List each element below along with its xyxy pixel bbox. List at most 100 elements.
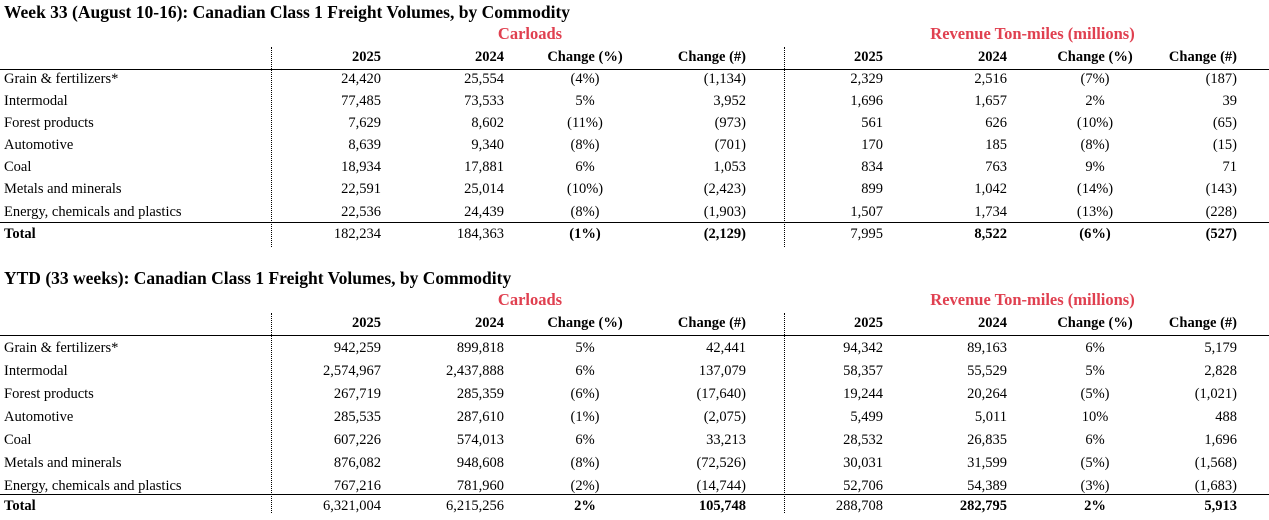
total-rule [0, 494, 1269, 495]
rtm-change-pct-cell: (10%) [1076, 115, 1114, 131]
rtm-2025-cell: 5,499 [850, 409, 883, 425]
rtm-2025-cell: 1,507 [850, 204, 883, 220]
rtm-2024-cell: 1,657 [974, 93, 1007, 109]
rtm-2024-cell: 55,529 [967, 363, 1007, 379]
carloads-change-pct-cell: (2%) [570, 478, 600, 494]
rtm-2024-cell: 26,835 [967, 432, 1007, 448]
rtm-2025-cell: 899 [861, 181, 883, 197]
carloads-2024-cell: 287,610 [456, 409, 504, 425]
carloads-change-num-cell: (2,129) [703, 226, 746, 242]
carloads-2024-cell: 9,340 [471, 137, 504, 153]
carloads-change-num-cell: 3,952 [713, 93, 746, 109]
carloads-2024-cell: 948,608 [456, 455, 504, 471]
rtm-change-num-cell: 5,913 [1204, 498, 1237, 514]
row-label: Forest products [4, 115, 94, 131]
rtm-2024-cell: 763 [985, 159, 1007, 175]
revenue-ton-miles-group-header: Revenue Ton-miles (millions) [930, 24, 1135, 43]
carloads-2024-cell: 25,554 [464, 71, 504, 87]
carloads-change-num-cell: (973) [714, 115, 746, 131]
table-row: Energy, chemicals and plastics 767,216 781… [0, 478, 1269, 500]
rtm-2024-cell: 1,734 [974, 204, 1007, 220]
rtm-change-pct-cell: (3%) [1080, 478, 1110, 494]
table-row: Automotive 285,535 287,610 (1%) (2,075) 5,499… [0, 409, 1269, 431]
rtm-change-num-cell: 39 [1222, 93, 1238, 109]
rtm-change-pct-cell: (5%) [1080, 386, 1110, 402]
rtm-change-num-cell: 488 [1215, 409, 1237, 425]
rtm-change-num-cell: (1,568) [1194, 455, 1237, 471]
total-rule [0, 222, 1269, 223]
carloads-2025-cell: 767,216 [333, 478, 381, 494]
carloads-2025-cell: 7,629 [348, 115, 381, 131]
rtm-change-pct-cell: 6% [1085, 432, 1105, 448]
rtm-2025-cell: 7,995 [850, 226, 883, 242]
rtm-2024-cell: 626 [985, 115, 1007, 131]
carloads-change-pct-cell: (6%) [570, 386, 600, 402]
carloads-group-header: Carloads [497, 24, 563, 43]
carloads-change-num-cell: (72,526) [696, 455, 746, 471]
carloads-2025-cell: 22,591 [341, 181, 381, 197]
carloads-change-num-cell: 137,079 [698, 363, 746, 379]
table-row: Coal 607,226 574,013 6% 33,213 28,532 26,835 6%… [0, 432, 1269, 454]
header-rule [0, 335, 1269, 336]
row-label: Total [4, 498, 36, 514]
column-divider [271, 47, 272, 247]
carloads-change-pct-cell: (10%) [566, 181, 604, 197]
header-carloads-2024: 2024 [475, 49, 504, 65]
carloads-change-pct-cell: 5% [575, 340, 595, 356]
carloads-2024-cell: 899,818 [456, 340, 504, 356]
rtm-2025-cell: 30,031 [843, 455, 883, 471]
header-rtm-2024: 2024 [978, 49, 1007, 65]
carloads-change-num-cell: (17,640) [696, 386, 746, 402]
table-row: Metals and minerals 22,591 25,014 (10%) (2,4… [0, 181, 1269, 203]
carloads-change-pct-cell: 6% [575, 159, 595, 175]
carloads-change-pct-cell: 6% [575, 363, 595, 379]
carloads-group-header: Carloads [497, 290, 563, 309]
rtm-change-pct-cell: (14%) [1076, 181, 1114, 197]
carloads-2025-cell: 607,226 [333, 432, 381, 448]
rtm-change-pct-cell: 5% [1085, 363, 1105, 379]
table-row: Grain & fertilizers* 942,259 899,818 5% 42,4… [0, 340, 1269, 362]
rtm-2024-cell: 1,042 [974, 181, 1007, 197]
header-rule [0, 69, 1269, 70]
rtm-change-pct-cell: 6% [1085, 340, 1105, 356]
header-rtm-change-pct: Change (%) [1057, 315, 1133, 331]
carloads-2024-cell: 2,437,888 [446, 363, 504, 379]
carloads-2025-cell: 876,082 [333, 455, 381, 471]
table-row: Grain & fertilizers* 24,420 25,554 (4%) (1,1… [0, 71, 1269, 93]
row-label: Intermodal [4, 93, 68, 109]
rtm-change-num-cell: (1,683) [1194, 478, 1237, 494]
carloads-change-pct-cell: 5% [575, 93, 595, 109]
rtm-2024-cell: 8,522 [974, 226, 1007, 242]
row-label: Forest products [4, 386, 94, 402]
rtm-change-pct-cell: (5%) [1080, 455, 1110, 471]
ytd-title: YTD (33 weeks): Canadian Class 1 Freight… [4, 268, 512, 288]
rtm-change-pct-cell: 10% [1081, 409, 1109, 425]
rtm-change-pct-cell: 9% [1085, 159, 1105, 175]
total-row: Total 182,234 184,363 (1%) (2,129) 7,995 8,522… [0, 226, 1269, 248]
row-label: Grain & fertilizers* [4, 340, 119, 356]
header-rtm-change-num: Change (#) [1168, 315, 1237, 331]
row-label: Automotive [4, 409, 74, 425]
table-row: Intermodal 2,574,967 2,437,888 6% 137,079 58,… [0, 363, 1269, 385]
carloads-change-num-cell: 1,053 [713, 159, 746, 175]
rtm-change-num-cell: (527) [1205, 226, 1237, 242]
carloads-change-pct-cell: (1%) [569, 226, 601, 242]
carloads-2024-cell: 24,439 [464, 204, 504, 220]
carloads-2024-cell: 574,013 [456, 432, 504, 448]
table-row: Metals and minerals 876,082 948,608 (8%) (72… [0, 455, 1269, 477]
rtm-change-pct-cell: (8%) [1080, 137, 1110, 153]
carloads-2024-cell: 25,014 [464, 181, 504, 197]
header-rtm-change-pct: Change (%) [1057, 49, 1133, 65]
header-carloads-2025: 2025 [352, 315, 381, 331]
carloads-change-pct-cell: (1%) [570, 409, 600, 425]
rtm-change-num-cell: 71 [1222, 159, 1238, 175]
table-row: Coal 18,934 17,881 6% 1,053 834 763 9% 71 [0, 159, 1269, 181]
column-divider [271, 313, 272, 513]
carloads-change-pct-cell: (8%) [570, 455, 600, 471]
rtm-change-num-cell: (1,021) [1194, 386, 1237, 402]
weekly-section: Week 33 (August 10-16): Canadian Class 1… [0, 2, 1269, 252]
carloads-2025-cell: 18,934 [341, 159, 381, 175]
row-label: Energy, chemicals and plastics [4, 478, 182, 494]
carloads-2025-cell: 285,535 [333, 409, 381, 425]
header-rtm-2025: 2025 [854, 315, 883, 331]
